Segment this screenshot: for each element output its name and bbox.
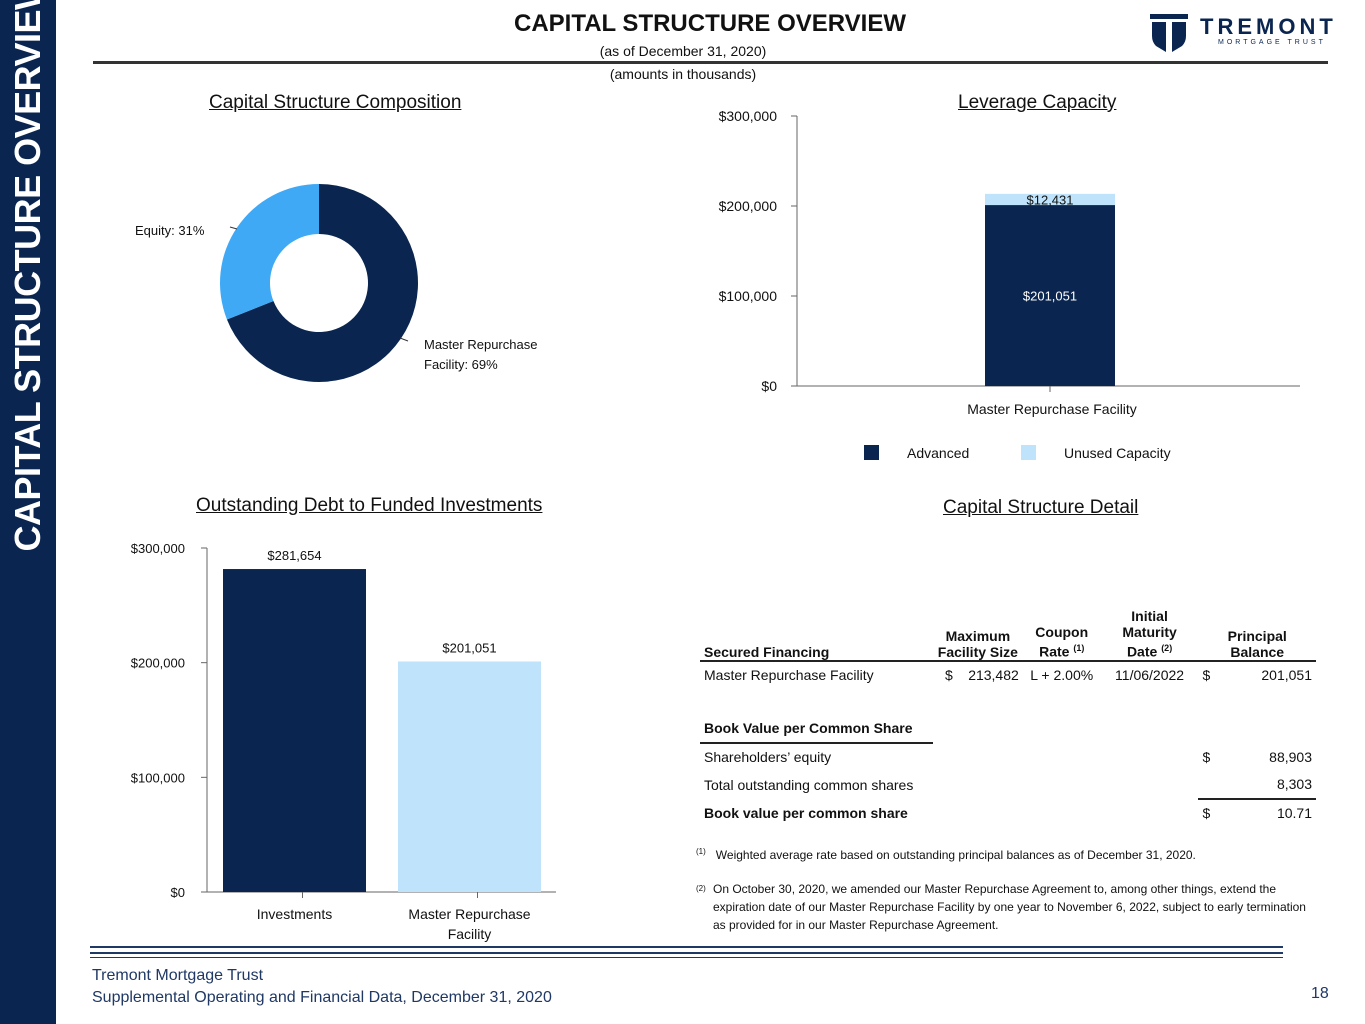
x-tick-label: Facility bbox=[448, 926, 492, 942]
table-row: Shareholders’ equity $ 88,903 bbox=[700, 743, 1316, 771]
footer-divider-top bbox=[90, 946, 1283, 948]
equity-value: 88,903 bbox=[1269, 748, 1312, 765]
row-maturity-date: 11/06/2022 bbox=[1115, 667, 1185, 684]
composition-title: Capital Structure Composition bbox=[209, 92, 462, 113]
leverage-title: Leverage Capacity bbox=[958, 92, 1117, 113]
legend-label-advanced: Advanced bbox=[907, 445, 969, 461]
sidebar: CAPITAL STRUCTURE OVERVIEW bbox=[0, 0, 56, 1024]
equity-label: Shareholders’ equity bbox=[704, 749, 832, 766]
outstanding-debt-chart: $0 $100,000 $200,000 $300,000 $281,654 Invest… bbox=[131, 541, 556, 942]
leader-line-mrf bbox=[399, 337, 409, 342]
y-tick-label: $100,000 bbox=[131, 770, 185, 785]
logo-mark-icon bbox=[1150, 14, 1188, 52]
header-principal-balance: Principal Balance bbox=[1198, 608, 1316, 662]
outstanding-title: Outstanding Debt to Funded Investments bbox=[196, 495, 543, 516]
footer-company: Tremont Mortgage Trust bbox=[92, 967, 264, 984]
bar-value-label: $281,654 bbox=[267, 548, 321, 563]
footer-divider-bottom bbox=[90, 957, 1283, 958]
table-row: Master Repurchase Facility $213,482 L + … bbox=[700, 661, 1316, 689]
bvps-dollar: $ bbox=[1202, 805, 1211, 822]
bvps-value: 10.71 bbox=[1276, 805, 1312, 822]
page-subtitle-date: (as of December 31, 2020) bbox=[599, 43, 767, 59]
bar-label-unused: $12,431 bbox=[1027, 192, 1074, 207]
book-value-header-row: Book Value per Common Share bbox=[700, 714, 1316, 744]
y-tick-label: $200,000 bbox=[719, 198, 778, 214]
leader-line-equity bbox=[229, 226, 238, 230]
x-tick-label: Master Repurchase bbox=[408, 906, 530, 922]
bar-label-advanced: $201,051 bbox=[1023, 289, 1077, 304]
detail-title: Capital Structure Detail bbox=[943, 497, 1139, 518]
leverage-capacity-chart: $0 $100,000 $200,000 $300,000 $201,051 $12,43… bbox=[719, 108, 1300, 461]
page-number: 18 bbox=[1311, 985, 1329, 1002]
y-tick-label: $0 bbox=[761, 378, 777, 394]
y-tick-label: $100,000 bbox=[719, 288, 778, 304]
bar-investments bbox=[223, 569, 366, 892]
pie-slice-equity bbox=[220, 184, 319, 320]
pie-label-equity: Equity: 31% bbox=[135, 223, 205, 238]
composition-donut-chart: Equity: 31% Master Repurchase Facility: … bbox=[135, 184, 541, 382]
header-secured-financing: Secured Financing bbox=[700, 608, 933, 662]
y-tick-label: $200,000 bbox=[131, 656, 185, 671]
footer-report: Supplemental Operating and Financial Dat… bbox=[92, 989, 552, 1006]
logo-subtitle: MORTGAGE TRUST bbox=[1218, 39, 1326, 46]
table-spacer-row bbox=[700, 689, 1316, 715]
row-facility-name: Master Repurchase Facility bbox=[704, 667, 874, 684]
x-tick-label: Master Repurchase Facility bbox=[967, 401, 1137, 417]
table-header-row: Secured Financing Maximum Facility Size C… bbox=[700, 608, 1316, 662]
legend-swatch-unused bbox=[1021, 445, 1036, 460]
row-balance-dollar: $ bbox=[1202, 667, 1211, 684]
shares-value: 8,303 bbox=[1214, 770, 1316, 800]
equity-dollar: $ bbox=[1202, 748, 1211, 765]
company-logo: TREMONT MORTGAGE TRUST bbox=[1148, 12, 1333, 54]
footnote-1: (1) Weighted average rate based on outst… bbox=[696, 847, 1196, 862]
capital-structure-detail-table: Secured Financing Maximum Facility Size C… bbox=[700, 608, 1316, 827]
page-title: CAPITAL STRUCTURE OVERVIEW bbox=[513, 10, 907, 37]
logo-wordmark: TREMONT bbox=[1200, 14, 1337, 39]
row-principal-balance: 201,051 bbox=[1261, 667, 1312, 684]
table-row: Book value per common share $ 10.71 bbox=[700, 799, 1316, 827]
legend-label-unused: Unused Capacity bbox=[1064, 445, 1171, 461]
sidebar-label: CAPITAL STRUCTURE OVERVIEW bbox=[7, 0, 48, 552]
book-value-header: Book Value per Common Share bbox=[700, 714, 933, 744]
bar-unused-capacity bbox=[985, 193, 1115, 206]
row-facility-size: $213,482 bbox=[944, 667, 1019, 684]
row-coupon-rate: L + 2.00% bbox=[1030, 667, 1094, 684]
header-initial-maturity-date: Initial Maturity Date (2) bbox=[1100, 608, 1199, 662]
bvps-label: Book value per common share bbox=[704, 804, 908, 821]
footer-divider-mid bbox=[90, 952, 1283, 954]
bar-advanced bbox=[985, 205, 1115, 386]
header-coupon-rate: Coupon Rate (1) bbox=[1022, 608, 1101, 662]
pie-slice-master-repurchase-facility bbox=[226, 184, 418, 382]
x-tick-label: Investments bbox=[257, 906, 332, 922]
y-tick-label: $300,000 bbox=[719, 108, 778, 124]
bar-value-label: $201,051 bbox=[442, 640, 496, 655]
table-row: Total outstanding common shares 8,303 bbox=[700, 770, 1316, 800]
bar-master-repurchase-facility bbox=[398, 661, 541, 892]
legend-swatch-advanced bbox=[864, 445, 879, 460]
page-subtitle-units: (amounts in thousands) bbox=[609, 66, 757, 82]
header-divider bbox=[93, 61, 1328, 64]
footnote-2: (2) On October 30, 2020, we amended our … bbox=[696, 882, 1306, 932]
y-tick-label: $0 bbox=[171, 885, 185, 900]
y-tick-label: $300,000 bbox=[131, 541, 185, 556]
header-max-facility-size: Maximum Facility Size bbox=[932, 608, 1023, 662]
pie-label-mrf: Master Repurchase Facility: 69% bbox=[424, 337, 541, 372]
shares-label: Total outstanding common shares bbox=[704, 776, 914, 793]
